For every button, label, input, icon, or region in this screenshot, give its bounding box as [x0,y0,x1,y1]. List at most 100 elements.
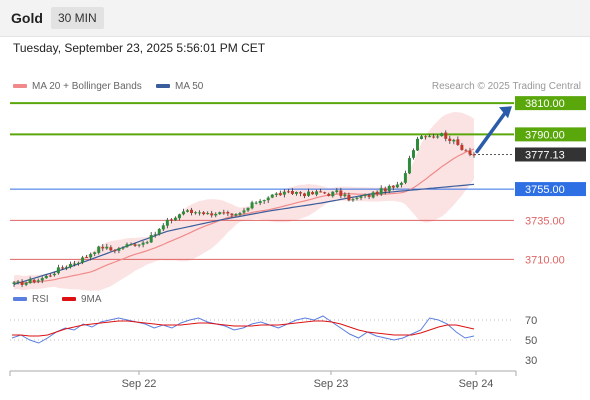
candle [77,261,81,266]
candle [89,252,93,261]
legend-ma20: MA 20 + Bollinger Bands [13,81,142,92]
candle [44,274,48,279]
rsi-swatch [13,297,27,302]
candle-body [262,200,266,202]
candle-body [246,207,250,211]
candle [24,281,28,287]
candle-body [97,246,101,253]
candle [464,148,468,152]
candle-body [440,133,444,137]
candle [351,197,355,202]
symbol-title: Gold [11,10,43,26]
candle-body [464,150,468,152]
candle [32,279,36,284]
candle-body [52,273,56,276]
candle [214,212,218,218]
candle [278,190,282,196]
rsi-tick-70: 70 [525,315,537,327]
candle [335,188,339,194]
candle-body [129,244,133,246]
candle-body [424,136,428,138]
candle-body [149,235,153,243]
candle [20,279,24,288]
price-tag-1: 3790.00 [515,127,586,142]
candle-body [12,282,16,284]
candle-body [48,275,52,277]
candle-body [173,217,177,221]
candle-body [303,193,307,197]
candle-body [73,263,77,265]
price-tag-3: 3755.00 [515,182,586,197]
candle [416,136,420,151]
candle-body [64,267,68,269]
candle [28,276,32,284]
candle [73,260,77,267]
candle-body [206,213,210,215]
price-tag-4: 3735.00 [525,215,565,227]
candle-body [298,192,302,194]
candle-body [335,190,339,193]
candle [105,243,109,250]
candle [303,192,307,199]
candle-body [315,191,319,195]
candle-body [28,279,32,284]
legend-rsi-ma: 9MA [62,294,102,305]
candle [355,197,359,201]
forecast-arrow-head [499,106,512,119]
price-tag-label-1: 3790.00 [525,129,565,141]
ma50-label: MA 50 [175,81,204,92]
price-tag-label-2: 3777.13 [525,149,565,161]
candle [420,134,424,140]
rsi-tick-50: 50 [525,335,537,347]
candle [129,242,133,246]
candle [93,251,97,257]
candle-body [399,182,403,185]
candle [436,134,440,139]
candle-body [403,173,407,183]
timeframe-button[interactable]: 30 MIN [51,7,104,29]
candle [194,211,198,215]
candle [16,280,20,285]
candle [157,227,161,236]
candle [286,189,290,194]
candle-body [145,242,149,244]
candle [190,207,194,216]
candle [141,240,145,248]
candle [222,209,226,215]
price-tag-bg-0 [515,96,586,111]
candle-body [359,196,363,198]
candle [202,211,206,216]
candle-body [355,197,359,199]
candle [343,192,347,198]
candle [424,135,428,140]
candle-body [282,191,286,195]
candle [375,190,379,197]
candle-body [226,212,230,214]
candle [319,188,323,193]
candle [347,192,351,202]
candle [379,185,383,196]
price-tag-label-0: 3810.00 [525,98,565,110]
candle [153,231,157,238]
candle [448,135,452,144]
rsi-label: RSI [32,294,49,305]
candle-body [56,267,60,274]
candle-body [339,190,343,196]
candle [133,242,137,247]
candle-body [375,191,379,195]
legend-ma50: MA 50 [156,81,203,92]
candle [298,191,302,197]
candle-body [161,225,165,230]
candle-body [432,136,436,138]
candle [294,191,298,196]
candle [56,264,60,275]
candle [145,240,149,245]
candle-body [137,244,141,246]
candle-body [36,280,40,282]
candle [149,232,153,244]
candle-body [274,193,278,195]
candle-body [89,254,93,258]
price-tag-bg-3 [515,182,586,197]
price-tag-label-3: 3755.00 [525,184,565,196]
time-tick-label-1: Sep 23 [314,378,349,390]
